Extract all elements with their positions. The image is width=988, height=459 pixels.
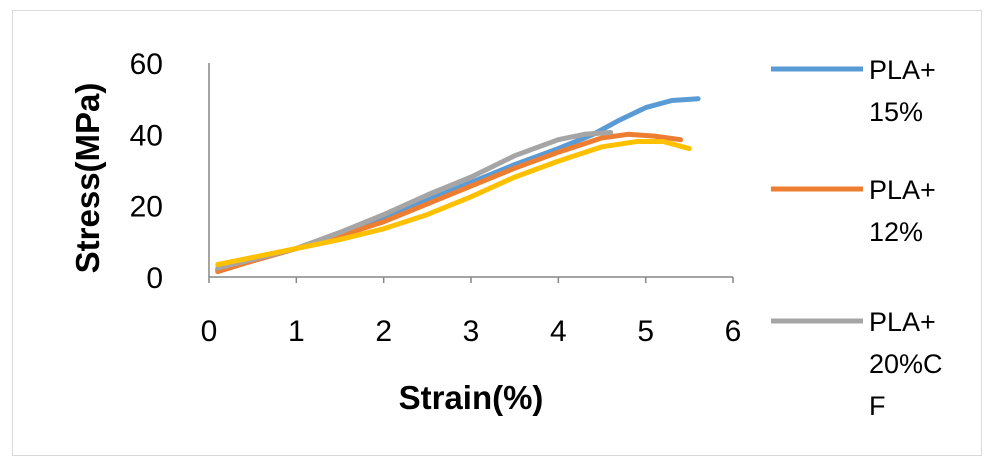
x-tick-label: 3 [463, 315, 480, 348]
legend-label-2: 12% [869, 217, 923, 247]
x-tick-label: 1 [288, 315, 305, 348]
chart-frame: 0 1 2 3 4 5 6 0 20 40 60 PLA+ 15% PLA+ 12% PLA+ 20%C F S… [12, 10, 982, 456]
x-tick-label: 4 [550, 315, 567, 348]
y-axis-title: Stress(MPa) [69, 83, 106, 274]
legend-label-3: PLA+ [869, 307, 936, 337]
legend-label-1: PLA+ [869, 55, 936, 85]
plot-area [215, 96, 701, 275]
x-tick-label: 6 [725, 315, 742, 348]
x-tick-label: 0 [201, 315, 218, 348]
legend-label-1: 15% [869, 97, 923, 127]
series-line-4 [215, 139, 692, 267]
y-tick-label: 0 [146, 262, 163, 295]
legend-label-3: F [869, 391, 886, 421]
y-tick-label: 40 [130, 119, 163, 152]
legend: PLA+ 15% PLA+ 12% PLA+ 20%C F [771, 55, 943, 421]
x-tick-label: 5 [637, 315, 654, 348]
x-tick-label: 2 [375, 315, 392, 348]
y-tick-label: 60 [130, 48, 163, 81]
legend-label-2: PLA+ [869, 175, 936, 205]
legend-label-3: 20%C [869, 349, 943, 379]
y-tick-label: 20 [130, 191, 163, 224]
x-axis-title: Strain(%) [399, 379, 544, 416]
